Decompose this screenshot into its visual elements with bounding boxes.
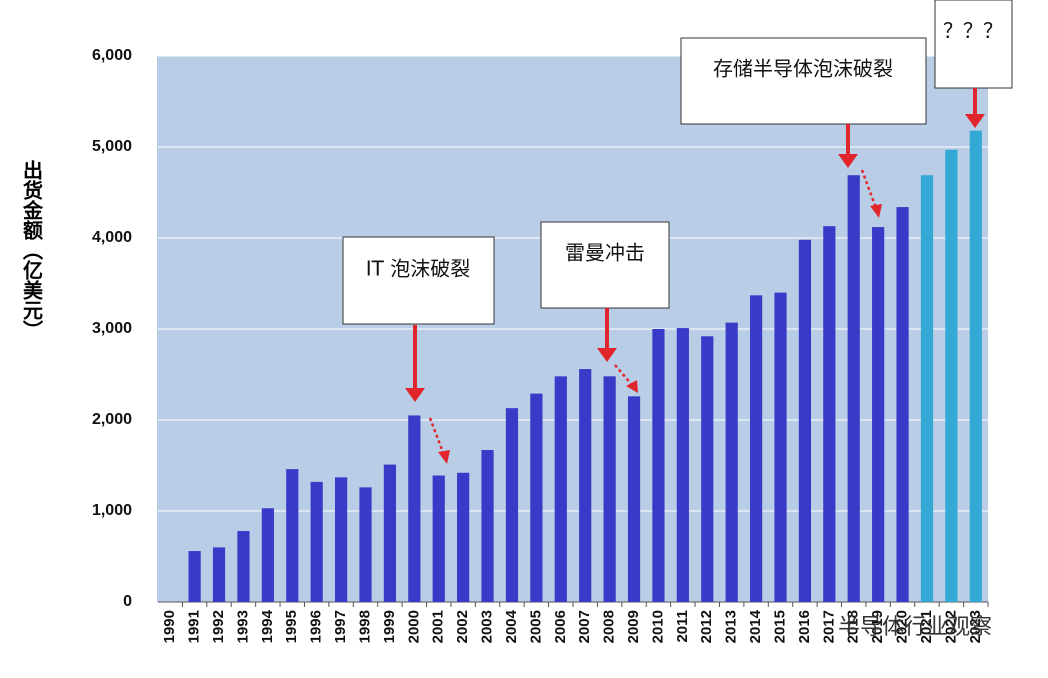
x-tick-label: 2010 [649, 610, 666, 643]
x-tick-label: 2004 [503, 609, 520, 643]
bar [920, 175, 934, 602]
x-tick-label: 1992 [210, 610, 227, 643]
x-tick-label: 2022 [942, 610, 959, 643]
bar [969, 130, 982, 602]
arrow [428, 417, 446, 456]
x-tick-label: 2008 [601, 610, 618, 643]
bar [359, 487, 372, 602]
bar [530, 393, 543, 602]
bar [286, 469, 299, 602]
bar [603, 376, 616, 602]
bar [310, 481, 323, 602]
annotation: 存储半导体泡沫破裂 [713, 57, 893, 81]
x-tick-label: 1991 [186, 610, 203, 643]
y-axis-label: 出货金额（亿美元） [20, 160, 44, 340]
bar [334, 477, 348, 602]
x-tick-label: 2018 [845, 610, 862, 643]
x-tick-label: 1990 [161, 610, 178, 643]
x-tick-label: 1998 [356, 610, 373, 643]
x-tick-label: 2012 [698, 610, 715, 643]
arrow-head [597, 348, 617, 362]
bar [383, 464, 397, 602]
y-tick-label: 1,000 [92, 502, 132, 519]
arrow-head [965, 114, 985, 128]
bar [774, 292, 787, 602]
bar [872, 227, 885, 602]
annotation: ？？？ [943, 19, 1003, 43]
bar [505, 408, 519, 602]
x-tick-label: 2006 [552, 610, 569, 643]
bar [823, 226, 836, 603]
x-tick-label: 2009 [625, 610, 642, 643]
y-tick-label: 3,000 [92, 320, 132, 337]
annotation: IT 泡沫破裂 [366, 257, 470, 281]
bar [432, 475, 445, 602]
x-tick-label: 2015 [771, 610, 788, 643]
y-tick-label: 4,000 [92, 229, 132, 246]
watermark: 半导体行业观察 [838, 615, 992, 640]
annotation-box [540, 221, 670, 309]
bar [945, 149, 958, 603]
x-tick-label: 1995 [283, 610, 300, 643]
annotation-box [680, 37, 927, 125]
bar [676, 328, 689, 602]
x-tick-label: 2007 [576, 610, 593, 643]
bar [798, 239, 812, 602]
x-tick-label: 2020 [894, 610, 911, 643]
bar [725, 322, 738, 602]
x-tick-label: 1997 [332, 610, 349, 643]
bar [481, 450, 494, 602]
x-tick-label: 2003 [479, 610, 496, 643]
y-tick-label: 2,000 [92, 411, 132, 428]
bar [847, 175, 860, 602]
annotation-box [934, 0, 1013, 89]
y-tick-label: 5,000 [92, 138, 132, 155]
bar [579, 369, 592, 602]
annotation: 雷曼冲击 [565, 241, 645, 265]
bar [554, 376, 567, 602]
arrow-head [838, 154, 858, 168]
x-tick-label: 1994 [259, 609, 276, 643]
x-tick-label: 2000 [405, 610, 422, 643]
bar [457, 472, 470, 602]
bar [237, 531, 250, 602]
arrow [860, 169, 878, 209]
bar [896, 207, 909, 602]
arrow [614, 364, 633, 386]
bar [188, 551, 201, 602]
arrow-head [438, 450, 450, 464]
x-tick-label: 1993 [234, 610, 251, 643]
arrow-head [870, 204, 882, 218]
bar [749, 295, 763, 602]
y-tick-label: 6,000 [92, 47, 132, 64]
bar [408, 415, 421, 602]
x-tick-label: 2013 [723, 610, 740, 643]
bar [701, 336, 714, 602]
arrow-head [405, 388, 425, 402]
x-tick-label: 2016 [796, 610, 813, 643]
y-tick-label: 0 [123, 593, 132, 610]
bar [212, 547, 226, 602]
x-tick-label: 2021 [918, 610, 935, 643]
x-tick-label: 1996 [308, 610, 325, 643]
x-tick-label: 2014 [747, 609, 764, 643]
bar [652, 329, 665, 602]
x-tick-label: 2011 [674, 610, 691, 643]
x-tick-label: 2002 [454, 610, 471, 643]
x-tick-label: 2017 [820, 610, 837, 643]
x-tick-label: 2001 [430, 610, 447, 643]
annotation-box [342, 236, 495, 325]
bar [627, 396, 641, 602]
x-tick-label: 2023 [967, 610, 984, 643]
x-tick-label: 2005 [527, 610, 544, 643]
arrow-head [626, 380, 638, 393]
x-tick-label: 2019 [869, 610, 886, 643]
x-tick-label: 1999 [381, 610, 398, 643]
bar [261, 508, 274, 602]
